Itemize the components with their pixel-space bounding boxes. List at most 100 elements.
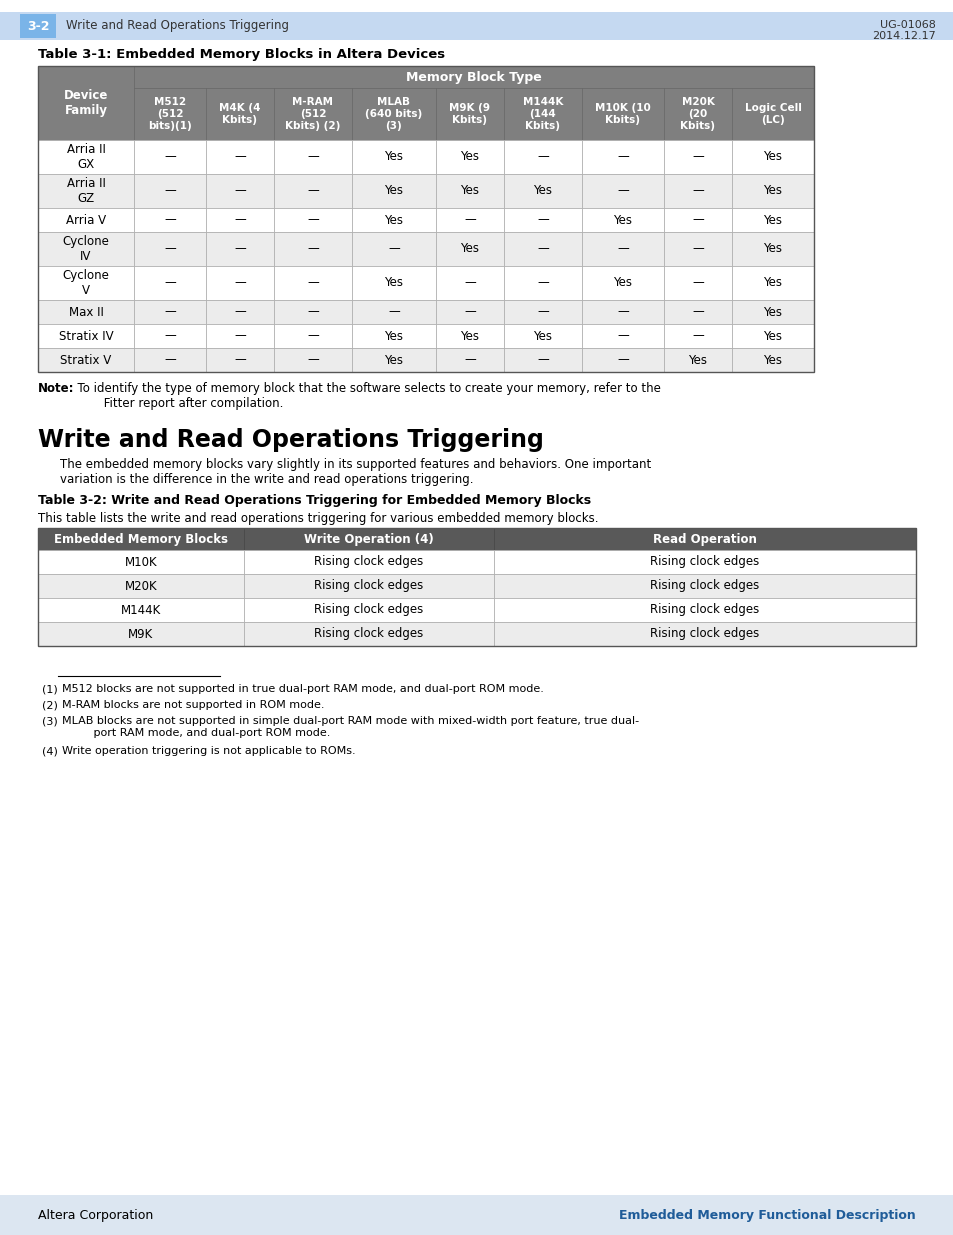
Text: The embedded memory blocks vary slightly in its supported features and behaviors: The embedded memory blocks vary slightly… <box>60 458 651 487</box>
Text: —: — <box>617 151 628 163</box>
Bar <box>503 207 581 232</box>
Bar <box>731 140 813 174</box>
Bar <box>436 232 503 266</box>
Text: Yes: Yes <box>762 184 781 198</box>
Text: M20K
(20
Kbits): M20K (20 Kbits) <box>679 98 715 131</box>
Text: —: — <box>617 353 628 367</box>
Bar <box>206 324 274 348</box>
Text: M512 blocks are not supported in true dual-port RAM mode, and dual-port ROM mode: M512 blocks are not supported in true du… <box>62 684 543 694</box>
Bar <box>206 88 274 140</box>
Text: M9K: M9K <box>129 627 153 641</box>
Text: Yes: Yes <box>762 330 781 342</box>
Text: —: — <box>307 214 318 226</box>
Text: —: — <box>537 305 548 319</box>
Bar <box>581 266 663 300</box>
Text: —: — <box>388 242 399 256</box>
Text: Yes: Yes <box>384 214 403 226</box>
Text: —: — <box>233 184 246 198</box>
Text: —: — <box>233 353 246 367</box>
Text: M-RAM
(512
Kbits) (2): M-RAM (512 Kbits) (2) <box>285 98 340 131</box>
Bar <box>352 88 436 140</box>
Text: —: — <box>537 242 548 256</box>
Text: —: — <box>164 277 175 289</box>
Bar <box>503 324 581 348</box>
Bar <box>352 207 436 232</box>
Text: Yes: Yes <box>533 184 552 198</box>
Text: Yes: Yes <box>384 151 403 163</box>
Text: Rising clock edges: Rising clock edges <box>650 556 759 568</box>
Text: M10K (10
Kbits): M10K (10 Kbits) <box>595 104 650 125</box>
Text: M4K (4
Kbits): M4K (4 Kbits) <box>219 104 260 125</box>
Text: MLAB
(640 bits)
(3): MLAB (640 bits) (3) <box>365 98 422 131</box>
Bar <box>0 1195 953 1235</box>
Text: —: — <box>233 151 246 163</box>
Text: —: — <box>537 151 548 163</box>
Bar <box>731 207 813 232</box>
Text: Cyclone
IV: Cyclone IV <box>63 235 110 263</box>
Text: (3): (3) <box>42 716 58 726</box>
Text: —: — <box>388 305 399 319</box>
Text: —: — <box>617 184 628 198</box>
Bar <box>38 232 133 266</box>
Bar <box>503 88 581 140</box>
Bar <box>436 174 503 207</box>
Text: Rising clock edges: Rising clock edges <box>650 627 759 641</box>
Bar <box>352 300 436 324</box>
Text: Write and Read Operations Triggering: Write and Read Operations Triggering <box>38 429 543 452</box>
Bar <box>436 300 503 324</box>
Bar <box>352 140 436 174</box>
Text: —: — <box>164 214 175 226</box>
Text: Yes: Yes <box>533 330 552 342</box>
Bar <box>38 529 915 646</box>
Text: —: — <box>164 151 175 163</box>
Text: Yes: Yes <box>384 330 403 342</box>
Bar <box>38 529 244 550</box>
Bar <box>663 266 731 300</box>
Text: M-RAM blocks are not supported in ROM mode.: M-RAM blocks are not supported in ROM mo… <box>62 700 324 710</box>
Bar <box>494 598 915 622</box>
Bar <box>133 174 206 207</box>
Bar <box>38 140 133 174</box>
Text: —: — <box>233 214 246 226</box>
Bar <box>38 550 244 574</box>
Bar <box>503 174 581 207</box>
Bar <box>274 207 352 232</box>
Bar <box>581 348 663 372</box>
Bar <box>436 324 503 348</box>
Bar <box>206 207 274 232</box>
Bar <box>663 348 731 372</box>
Text: Yes: Yes <box>384 277 403 289</box>
Text: —: — <box>164 305 175 319</box>
Bar <box>503 232 581 266</box>
Text: Rising clock edges: Rising clock edges <box>314 579 423 593</box>
Text: M10K: M10K <box>125 556 157 568</box>
Bar <box>663 88 731 140</box>
Bar <box>38 207 133 232</box>
Bar <box>274 300 352 324</box>
Bar <box>274 88 352 140</box>
Text: M9K (9
Kbits): M9K (9 Kbits) <box>449 104 490 125</box>
Bar <box>274 232 352 266</box>
Bar <box>436 207 503 232</box>
Bar <box>133 207 206 232</box>
Bar <box>244 622 494 646</box>
Text: Cyclone
V: Cyclone V <box>63 269 110 296</box>
Text: —: — <box>691 214 703 226</box>
Text: —: — <box>617 305 628 319</box>
Bar <box>731 266 813 300</box>
Text: M20K: M20K <box>125 579 157 593</box>
Bar <box>503 266 581 300</box>
Text: —: — <box>537 277 548 289</box>
Text: —: — <box>307 242 318 256</box>
Bar <box>274 266 352 300</box>
Bar <box>731 88 813 140</box>
Text: Max II: Max II <box>69 305 103 319</box>
Bar <box>38 266 133 300</box>
Bar <box>206 140 274 174</box>
Text: —: — <box>164 330 175 342</box>
Bar <box>503 140 581 174</box>
Bar <box>133 266 206 300</box>
Text: Write operation triggering is not applicable to ROMs.: Write operation triggering is not applic… <box>62 746 355 756</box>
Bar <box>663 140 731 174</box>
Text: (4): (4) <box>42 746 58 756</box>
